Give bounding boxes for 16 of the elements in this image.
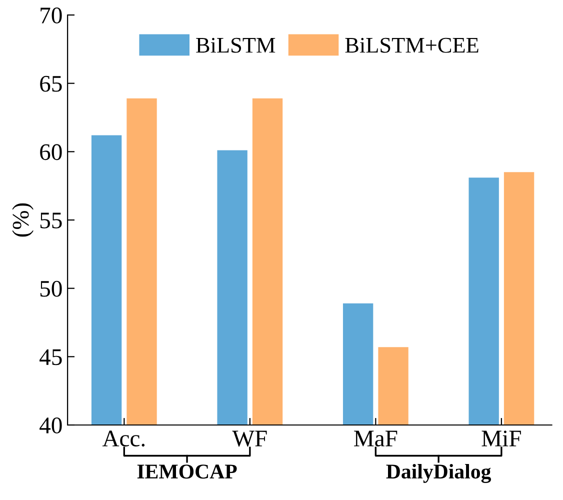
x-tick-label: MiF (482, 430, 521, 446)
legend-label: BiLSTM (196, 38, 276, 53)
legend-label: BiLSTM+CEE (345, 38, 478, 53)
text: DailyDialog (386, 464, 492, 484)
y-tick-label: 45 (40, 349, 62, 366)
y-axis-title: (%) (12, 203, 34, 237)
y-tick-label: 65 (40, 76, 62, 92)
y-tick-label: 70 (40, 7, 62, 24)
x-tick-label: Acc. (102, 430, 145, 447)
y-tick-label: 60 (40, 144, 62, 160)
x-tick-label: MaF (354, 430, 398, 446)
y-tick-label: 55 (40, 212, 62, 228)
y-tick-label: 40 (40, 417, 62, 434)
x-tick-label: WF (232, 430, 267, 447)
y-tick-label: 50 (40, 280, 62, 297)
text: IEMOCAP (137, 464, 237, 479)
